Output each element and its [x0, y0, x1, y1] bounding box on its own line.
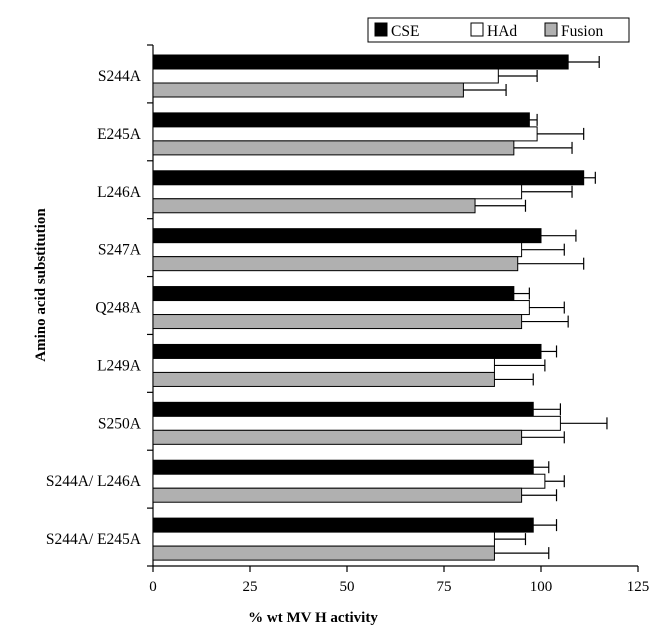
x-tick-label: 50: [340, 579, 355, 595]
legend-label-had: HAd: [487, 23, 517, 40]
x-axis-title: % wt MV H activity: [248, 610, 378, 626]
legend: CSE HAd Fusion: [367, 17, 630, 43]
bar-fusion: [152, 140, 515, 156]
category-label: Q248A: [95, 300, 141, 317]
bar-fusion: [152, 82, 464, 98]
bar-had: [152, 184, 523, 200]
bar-cse: [152, 54, 569, 70]
x-tick-label: 125: [627, 579, 650, 595]
bar-cse: [152, 112, 530, 128]
bar-had: [152, 473, 546, 489]
bar-cse: [152, 401, 534, 417]
bar-had: [152, 126, 538, 142]
bar-had: [152, 531, 495, 547]
x-axis: 0 25 50 75 100 125: [149, 566, 649, 595]
category-label: S244A/ L246A: [46, 473, 142, 490]
category-label: S244A: [98, 68, 142, 85]
bar-fusion: [152, 314, 523, 330]
bars-layer: [152, 54, 608, 561]
bar-had: [152, 68, 499, 84]
category-label: E245A: [97, 126, 142, 143]
bar-fusion: [152, 371, 495, 387]
bar-had: [152, 357, 495, 373]
bar-cse: [152, 228, 542, 244]
legend-label-cse: CSE: [391, 23, 419, 40]
category-label: L246A: [97, 184, 142, 201]
bar-cse: [152, 170, 585, 186]
bar-fusion: [152, 487, 523, 503]
x-tick-label: 100: [530, 579, 553, 595]
bar-had: [152, 415, 561, 431]
bar-fusion: [152, 198, 476, 214]
y-axis-title: Amino acid substitution: [33, 208, 49, 362]
bar-fusion: [152, 429, 523, 445]
x-tick-label: 25: [243, 579, 258, 595]
legend-swatch-fusion: [544, 22, 558, 37]
bar-cse: [152, 459, 534, 475]
bar-had: [152, 300, 530, 316]
bar-cse: [152, 517, 534, 533]
bar-cse: [152, 286, 515, 302]
bar-fusion: [152, 256, 519, 272]
bar-cse: [152, 343, 542, 359]
category-label: S247A: [98, 242, 142, 259]
category-label: S250A: [98, 415, 142, 432]
legend-swatch-cse: [374, 22, 388, 37]
legend-box: [367, 17, 630, 43]
legend-label-fusion: Fusion: [561, 23, 603, 40]
bar-had: [152, 242, 523, 258]
category-label: L249A: [97, 357, 142, 374]
x-tick-label: 75: [437, 579, 452, 595]
x-tick-label: 0: [149, 579, 157, 595]
y-axis: S244A E245A L246A S247A Q248A L249A S250A S244A…: [46, 44, 153, 567]
legend-swatch-had: [470, 22, 484, 37]
category-label: S244A/ E245A: [46, 531, 142, 548]
bar-fusion: [152, 545, 495, 561]
